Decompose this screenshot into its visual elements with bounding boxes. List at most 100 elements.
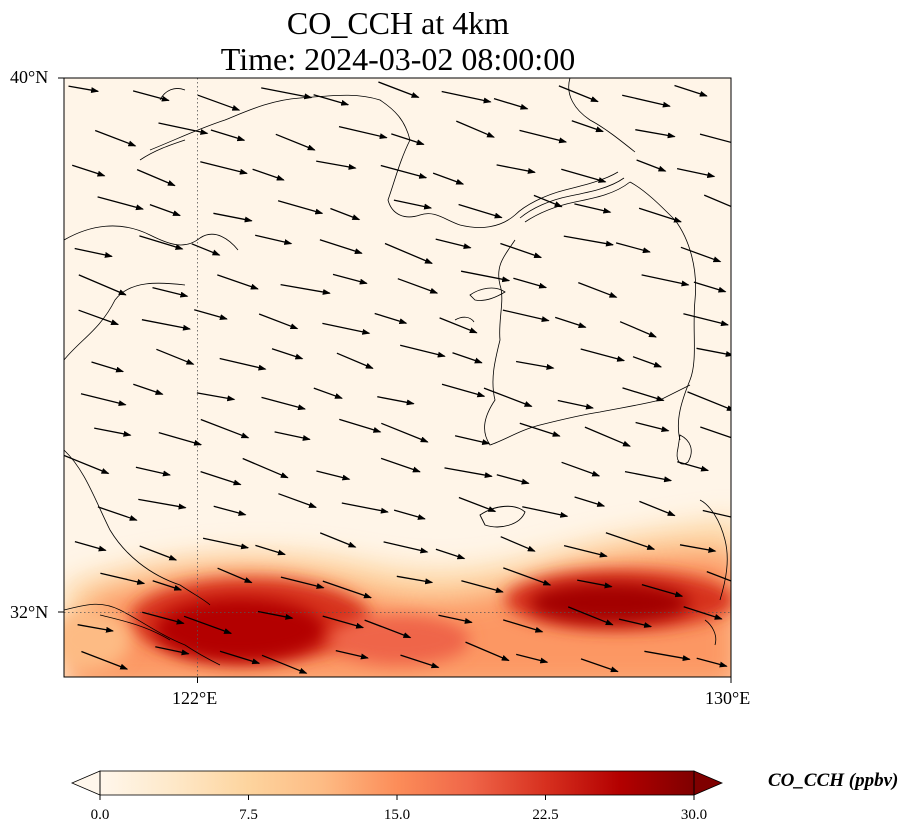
- lat-label-40n: 40°N: [10, 67, 49, 87]
- wind-arrow: [515, 360, 555, 370]
- wind-arrow: [319, 532, 357, 548]
- wind-arrow: [81, 650, 129, 670]
- wind-arrow: [679, 544, 717, 553]
- wind-arrow: [213, 505, 247, 516]
- wind-arrow: [519, 422, 561, 437]
- wind-arrow: [97, 506, 138, 521]
- wind-arrow: [380, 164, 428, 179]
- wind-arrow: [683, 606, 723, 620]
- wind-arrow: [693, 281, 727, 293]
- wind-arrow: [699, 133, 731, 144]
- wind-arrow: [615, 242, 651, 254]
- lat-label-32n: 32°N: [10, 602, 49, 622]
- wind-arrow: [381, 422, 429, 443]
- wind-arrow: [396, 575, 434, 585]
- wind-arrow: [635, 421, 670, 432]
- wind-arrow: [316, 470, 351, 481]
- wind-arrow: [574, 203, 612, 214]
- wind-arrow: [635, 129, 676, 139]
- wind-arrow: [191, 243, 221, 256]
- colorbar-tick-1: 7.5: [239, 807, 258, 823]
- wind-arrow: [644, 650, 691, 662]
- wind-arrow: [71, 164, 106, 177]
- wind-arrow: [496, 474, 530, 485]
- wind-arrow: [196, 392, 236, 402]
- wind-arrow: [277, 200, 324, 215]
- wind-arrow: [632, 356, 663, 368]
- wind-arrow: [454, 435, 491, 445]
- wind-arrow: [64, 454, 110, 475]
- colorbar-tick-0: 0.0: [90, 807, 110, 823]
- wind-arrow: [432, 172, 465, 185]
- wind-arrow: [687, 391, 731, 411]
- wind-arrow: [702, 509, 731, 518]
- wind-arrow: [561, 461, 601, 477]
- wind-arrow: [316, 160, 357, 170]
- wind-arrow: [100, 572, 146, 585]
- wind-arrow: [261, 396, 306, 411]
- wind-arrow: [219, 650, 261, 665]
- wind-arrow: [456, 120, 495, 138]
- wind-arrow: [280, 576, 325, 589]
- wind-arrow: [500, 242, 543, 259]
- wind-arrow: [94, 129, 137, 147]
- wind-arrow: [149, 203, 181, 217]
- wind-arrow: [619, 321, 657, 338]
- wind-arrow: [213, 212, 253, 223]
- wind-arrow: [483, 387, 533, 408]
- wind-arrow: [322, 580, 372, 599]
- wind-arrow: [397, 278, 439, 294]
- colorbar-tick-4: 30.0: [680, 807, 708, 823]
- colorbar-label: CO_CCH (ppbv): [768, 770, 899, 791]
- wind-arrow: [155, 646, 190, 656]
- wind-arrow: [622, 387, 665, 402]
- wind-arrow: [680, 246, 722, 263]
- wind-arrow: [391, 133, 425, 146]
- colorbar-tick-3: 22.5: [532, 807, 559, 823]
- wind-arrow: [496, 164, 536, 174]
- wind-arrow: [577, 579, 613, 589]
- wind-arrow: [458, 496, 497, 513]
- wind-arrow: [364, 619, 412, 639]
- wind-arrow: [703, 194, 731, 208]
- wind-arrow: [438, 614, 473, 624]
- wind-arrow: [142, 611, 185, 625]
- lon-label-122e: 122°E: [172, 688, 218, 708]
- map-frame: [63, 77, 732, 678]
- wind-arrow: [74, 247, 113, 258]
- wind-arrow: [280, 283, 331, 295]
- wind-arrow: [683, 313, 729, 327]
- wind-arrow: [636, 159, 667, 172]
- wind-arrow: [91, 361, 125, 373]
- wind-vectors: [64, 81, 731, 674]
- wind-arrow: [460, 270, 511, 283]
- wind-arrow: [141, 319, 191, 331]
- wind-arrow: [574, 496, 606, 507]
- wind-arrow: [458, 203, 503, 219]
- wind-arrow: [393, 509, 426, 520]
- map-gridlines: [64, 78, 731, 677]
- wind-arrow: [561, 168, 607, 183]
- wind-arrow: [255, 234, 293, 245]
- wind-arrow: [242, 457, 289, 479]
- wind-arrow: [461, 580, 504, 594]
- wind-arrow: [202, 537, 250, 550]
- wind-arrow: [435, 548, 466, 560]
- wind-arrow: [557, 399, 594, 410]
- wind-arrow: [400, 654, 440, 669]
- colorbar: [70, 770, 724, 800]
- wind-arrow: [78, 309, 120, 326]
- wind-arrow: [639, 500, 676, 517]
- wind-arrow: [638, 207, 682, 223]
- wind-arrow: [252, 168, 285, 181]
- wind-arrow: [139, 545, 178, 561]
- wind-arrow: [322, 322, 371, 335]
- wind-arrow: [339, 418, 382, 433]
- map-time-subtitle: Time: 2024-03-02 08:00:00: [220, 41, 576, 77]
- map-title: CO_CCH at 4km: [286, 5, 510, 41]
- wind-arrow: [78, 274, 127, 296]
- wind-arrow: [271, 348, 304, 360]
- wind-arrow: [68, 85, 100, 94]
- wind-arrow: [200, 418, 250, 439]
